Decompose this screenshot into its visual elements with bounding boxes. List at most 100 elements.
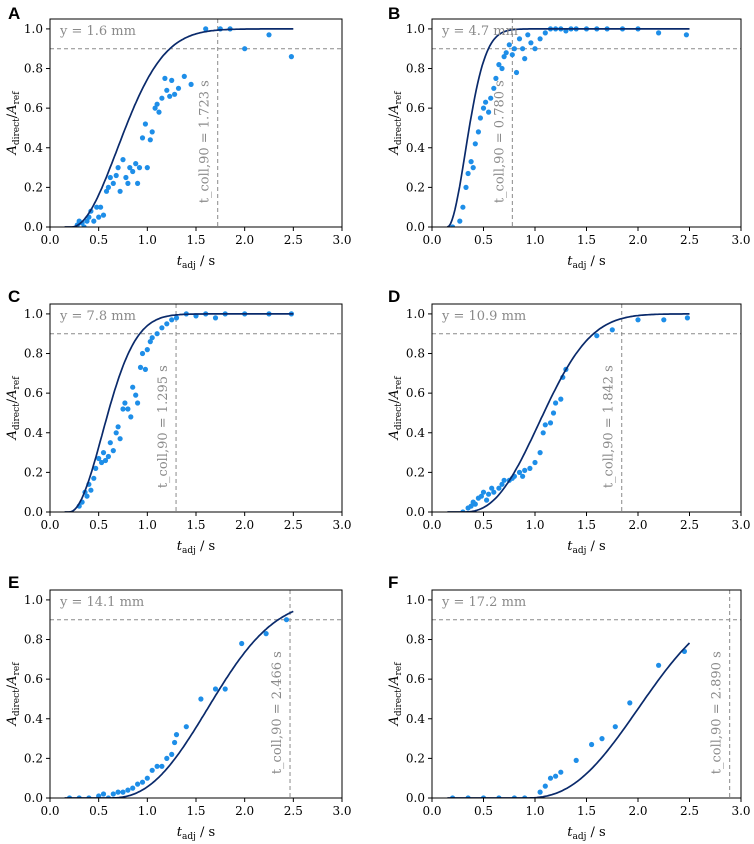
data-point (107, 174, 113, 181)
data-point (128, 414, 134, 420)
data-point (499, 65, 505, 72)
data-points (450, 26, 690, 227)
data-point (463, 184, 469, 190)
x-axis-label: tadj / s (177, 254, 215, 271)
fit-curve (64, 610, 294, 798)
data-point (100, 212, 107, 218)
data-point (558, 769, 564, 775)
data-point (477, 115, 483, 121)
data-point (173, 732, 180, 738)
data-point (142, 121, 148, 127)
data-point (133, 161, 139, 167)
data-point (537, 36, 543, 42)
data-point (537, 789, 543, 795)
y-tick-label: 0.6 (406, 672, 425, 686)
y-tick-label: 0.0 (24, 791, 43, 805)
data-point (172, 91, 178, 97)
data-point (503, 50, 509, 56)
data-points (74, 26, 294, 227)
panel-letter: B (388, 4, 400, 23)
y-tick-label: 0.0 (406, 505, 425, 519)
data-point (460, 204, 466, 210)
data-point (137, 364, 144, 370)
data-point (457, 218, 463, 224)
data-points (460, 315, 691, 512)
data-point (558, 396, 564, 402)
data-point (263, 631, 269, 637)
x-tick-label: 1.5 (577, 804, 596, 818)
data-point (120, 157, 126, 163)
data-point (472, 501, 478, 507)
data-point (480, 489, 487, 495)
data-point (107, 440, 113, 446)
data-point (130, 785, 136, 791)
x-tick-label: 2.5 (284, 233, 303, 247)
data-point (547, 420, 554, 426)
data-point (113, 172, 119, 179)
t90-annotation: t_coll,90 = 2.466 s (270, 651, 285, 774)
fit-curve (446, 28, 690, 227)
data-point (135, 781, 141, 787)
data-point (542, 422, 548, 428)
x-tick-label: 0.0 (422, 233, 441, 247)
data-point (125, 180, 131, 186)
data-point (547, 775, 554, 781)
panel-e: E 0.0 0.5 1.0 1.5 2.0 2.5 3.0 0.0 0.2 0.4 0.6 0.8 1.0… (5, 573, 352, 842)
data-point (527, 465, 533, 471)
data-point (139, 779, 146, 785)
t90-annotation: t_coll,90 = 1.842 s (602, 365, 617, 488)
data-point (661, 317, 667, 323)
data-point (480, 105, 487, 111)
data-point (164, 755, 170, 762)
y-tick-label: 0.8 (24, 633, 43, 647)
data-point (491, 489, 497, 495)
panel-letter: E (8, 573, 19, 592)
data-point (102, 457, 109, 464)
data-point (288, 54, 294, 60)
data-point (522, 467, 528, 473)
x-tick-label: 1.5 (186, 518, 205, 532)
x-tick-label: 2.5 (680, 804, 699, 818)
data-point (528, 40, 534, 46)
plot-frame (431, 589, 742, 799)
y-tick-label: 0.0 (406, 791, 425, 805)
data-point (115, 165, 121, 171)
x-axis-label: tadj / s (177, 539, 215, 556)
data-point (513, 69, 520, 76)
data-point (110, 180, 116, 186)
x-tick-label: 0.5 (89, 518, 108, 532)
data-point (486, 491, 492, 497)
data-point (496, 485, 502, 491)
x-tick-label: 3.0 (731, 233, 750, 247)
y-axis-label: Adirect/Aref (387, 91, 404, 156)
data-point (486, 109, 492, 115)
y-tick-label: 1.0 (24, 593, 43, 607)
data-point (96, 455, 102, 462)
data-point (84, 218, 90, 224)
data-point (125, 787, 131, 793)
data-point (96, 214, 102, 220)
data-point (478, 493, 484, 499)
data-point (175, 85, 182, 91)
x-tick-label: 2.5 (284, 518, 303, 532)
x-tick-label: 1.0 (525, 804, 544, 818)
x-tick-label: 2.0 (235, 518, 254, 532)
x-tick-label: 3.0 (332, 518, 351, 532)
data-point (542, 30, 548, 36)
data-point (553, 773, 559, 779)
x-tick-label: 1.5 (577, 518, 596, 532)
data-point (144, 165, 150, 171)
t90-annotation: t_coll,90 = 0.780 s (492, 80, 507, 203)
data-point (125, 406, 131, 412)
data-point (100, 450, 107, 456)
data-point (135, 400, 141, 406)
x-tick-label: 3.0 (332, 804, 351, 818)
data-point (266, 32, 272, 38)
data-point (81, 224, 87, 227)
data-point (113, 430, 119, 436)
depth-annotation: y = 7.8 mm (59, 309, 136, 324)
panel-letter: D (388, 287, 400, 306)
data-point (589, 741, 595, 748)
x-tick-label: 0.5 (89, 804, 108, 818)
data-point (511, 46, 517, 52)
